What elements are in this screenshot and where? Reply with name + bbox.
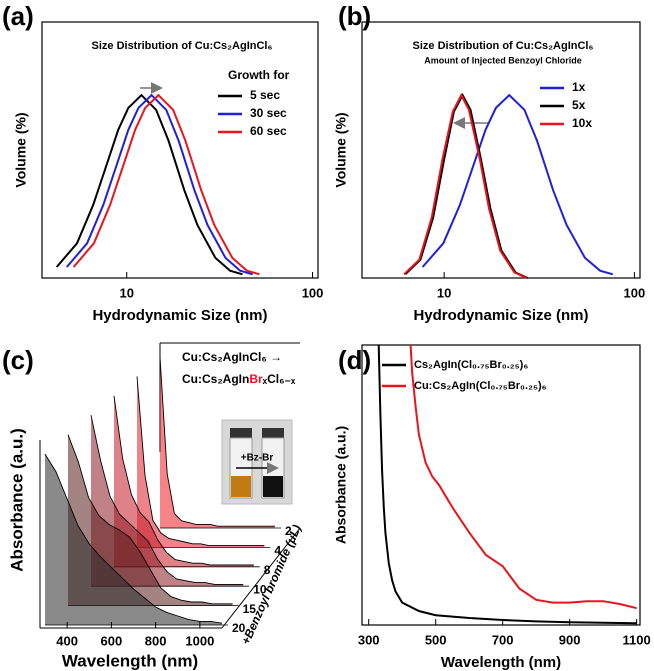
data-line <box>421 93 614 276</box>
plot-frame <box>41 21 319 279</box>
data-line <box>404 92 529 279</box>
x-tick-label: 400 <box>56 633 78 648</box>
legend-label: Cu:Cs₂AgIn(Cl₀.₇₅Br₀.₂₅)₆ <box>414 380 547 392</box>
panel-label: (d) <box>338 345 371 375</box>
chart-title: Size Distribution of Cu:Cs₂AgInCl₆ <box>413 40 594 52</box>
inset-label-part: Cu:Cs₂AgIn <box>182 372 249 386</box>
spectrum <box>67 434 233 605</box>
chart-title: Size Distribution of Cu:Cs₂AgInCl₆ <box>92 40 273 52</box>
data-line <box>66 93 253 276</box>
legend-label: 10x <box>572 116 592 130</box>
plot-frame <box>361 21 641 279</box>
spectrum <box>113 395 254 566</box>
legend-label: 5 sec <box>250 88 280 102</box>
legend-label: Cs₂AgIn(Cl₀.₇₅Br₀.₂₅)₆ <box>414 359 528 371</box>
x-tick-label: 100 <box>302 285 324 300</box>
panel-label: (b) <box>338 1 371 31</box>
data-line <box>409 344 637 610</box>
plot-frame <box>361 344 641 626</box>
y-axis-label: Volume (%) <box>333 112 349 187</box>
y-axis-label: Absorbance (a.u.) <box>333 426 349 544</box>
x-tick-label: 1100 <box>623 632 651 647</box>
depth-tick-label: 10 <box>253 582 267 596</box>
depth-axis-label: +Benzoyl bromide (μL) <box>238 523 304 647</box>
spectrum <box>136 376 265 547</box>
inset-label-part: ₓCl₆₋ₓ <box>262 372 296 386</box>
x-tick-label: 100 <box>624 285 646 300</box>
spectrum-fill <box>114 395 254 567</box>
vial-photo <box>221 419 293 505</box>
depth-tick-label: 4 <box>274 544 281 558</box>
x-tick-label: 800 <box>145 633 167 648</box>
depth-tick-label: 8 <box>264 563 271 577</box>
spectrum <box>90 415 244 585</box>
x-tick-label: 1000 <box>185 633 214 648</box>
data-line <box>72 93 260 276</box>
legend-title: Growth for <box>228 68 290 82</box>
inset-label: Cu:Cs₂AgInCl₆ → <box>182 350 282 364</box>
inset-label: Cu:Cs₂AgInBrₓCl₆₋ₓ <box>182 372 296 386</box>
spectrum <box>159 356 275 527</box>
spectrum-fill <box>68 434 233 606</box>
data-line <box>403 92 527 279</box>
data-line <box>377 344 637 625</box>
x-axis-label: Hydrodynamic Size (nm) <box>413 307 588 324</box>
legend-label: 30 sec <box>250 106 287 120</box>
inset-label-part: Br <box>249 372 263 386</box>
x-tick-label: 300 <box>358 632 380 647</box>
spectrum-fill <box>45 454 222 625</box>
panel-label: (a) <box>2 1 34 31</box>
x-tick-label: 10 <box>437 285 451 300</box>
y-axis-label: Volume (%) <box>13 112 29 187</box>
legend-label: 1x <box>572 80 586 94</box>
x-axis-label: Wavelength (nm) <box>441 654 561 671</box>
x-tick-label: 10 <box>119 285 133 300</box>
x-axis-label: Wavelength (nm) <box>62 651 198 670</box>
spectrum-fill <box>160 357 275 528</box>
chart-subtitle: Amount of Injected Benzoyl Chloride <box>424 55 582 65</box>
depth-tick-label: 20 <box>232 621 246 635</box>
panel-label: (c) <box>2 345 34 375</box>
x-axis-label: Hydrodynamic Size (nm) <box>92 307 267 324</box>
legend-label: 60 sec <box>250 124 287 138</box>
x-tick-label: 700 <box>492 632 514 647</box>
depth-tick-label: 2 <box>285 524 292 538</box>
legend-label: 5x <box>572 98 586 112</box>
depth-tick-label: 15 <box>243 602 257 616</box>
x-tick-label: 600 <box>101 633 123 648</box>
data-line <box>55 93 243 276</box>
spectrum <box>44 453 223 624</box>
photo-label: +Bz-Br <box>241 453 274 464</box>
x-tick-label: 500 <box>425 632 447 647</box>
y-axis-label: Absorbance (a.u.) <box>7 428 26 572</box>
x-tick-label: 900 <box>559 632 581 647</box>
